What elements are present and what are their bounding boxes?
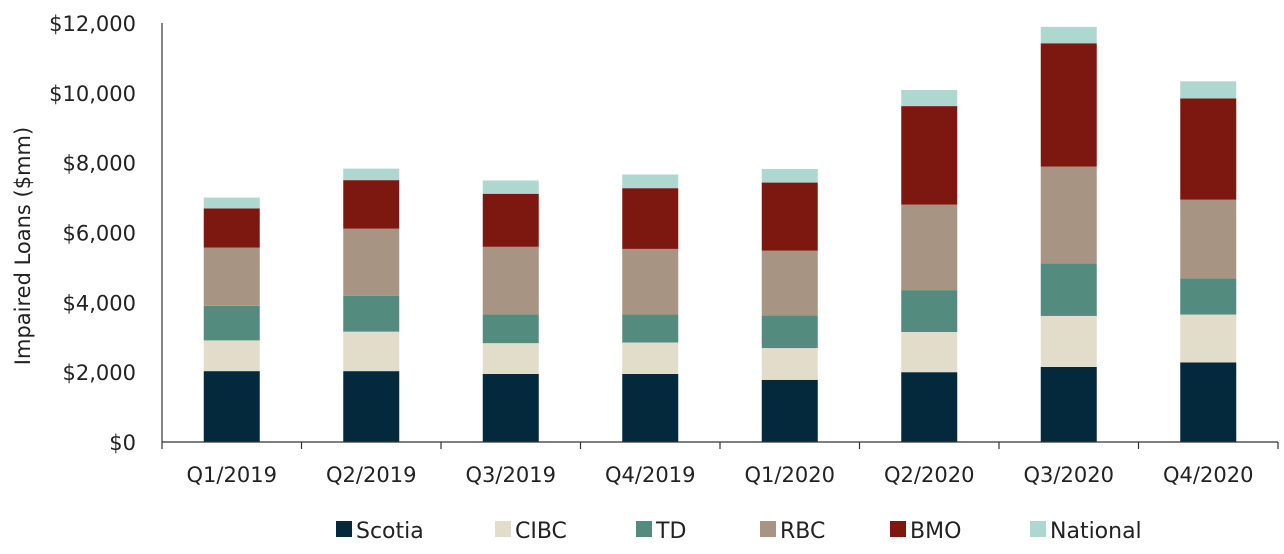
x-tick-label: Q2/2020 [884,463,974,487]
legend-swatch-bmo [890,521,906,537]
bar-scotia-q1-2019 [203,371,260,442]
x-tick-label: Q1/2020 [745,463,835,487]
bar-cibc-q2-2020 [901,332,958,373]
x-tick-label: Q3/2020 [1024,463,1114,487]
bar-rbc-q4-2019 [622,248,679,315]
bar-scotia-q2-2019 [343,371,400,442]
bar-cibc-q1-2019 [203,340,260,372]
axes [161,23,1279,449]
bar-national-q2-2020 [901,90,958,107]
bar-scotia-q4-2020 [1180,362,1237,442]
x-tick-labels: Q1/2019 Q2/2019 Q3/2019 Q4/2019 Q1/2020 Q2/20… [187,463,1254,487]
legend-swatch-national [1030,521,1046,537]
bar-td-q1-2019 [203,305,260,341]
bar-td-q2-2019 [343,295,400,332]
bar-national-q1-2020 [761,168,818,183]
bar-scotia-q4-2019 [622,373,679,442]
x-tick-label: Q1/2019 [187,463,277,487]
bar-scotia-q3-2020 [1040,366,1097,442]
bar-rbc-q2-2019 [343,228,400,296]
y-tick-label: $4,000 [63,291,136,315]
bar-national-q3-2019 [482,180,539,194]
legend: Scotia CIBC TD RBC BMO National [336,519,1142,544]
legend-label-td: TD [655,519,686,544]
bar-rbc-q1-2020 [761,250,818,316]
bar-cibc-q3-2020 [1040,315,1097,367]
bar-bmo-q4-2019 [622,188,679,249]
bar-cibc-q4-2020 [1180,314,1237,363]
y-axis-title: Impaired Loans ($mm) [11,127,35,365]
bar-bmo-q4-2020 [1180,98,1237,200]
y-tick-label: $2,000 [63,361,136,385]
bar-rbc-q3-2019 [482,246,539,315]
bar-national-q2-2019 [343,168,400,181]
bar-bmo-q1-2020 [761,182,818,251]
bar-td-q4-2020 [1180,278,1237,315]
legend-label-scotia: Scotia [356,519,424,544]
bar-td-q2-2020 [901,290,958,333]
y-axis-title-group: Impaired Loans ($mm) [11,127,35,365]
legend-label-bmo: BMO [910,519,961,544]
bar-scotia-q2-2020 [901,372,958,442]
y-tick-label: $12,000 [49,12,136,36]
bar-national-q4-2020 [1180,81,1237,99]
bar-bmo-q3-2020 [1040,43,1097,167]
bars [203,26,1237,442]
bar-td-q3-2019 [482,314,539,344]
legend-swatch-scotia [336,521,352,537]
bar-rbc-q2-2020 [901,204,958,291]
x-tick-label: Q2/2019 [326,463,416,487]
legend-swatch-td [636,521,652,537]
bar-rbc-q4-2020 [1180,199,1237,279]
x-tick-label: Q3/2019 [466,463,556,487]
bar-scotia-q1-2020 [761,379,818,442]
y-tick-label: $8,000 [63,152,136,176]
y-tick-labels: $0 $2,000 $4,000 $6,000 $8,000 $10,000 $12,000 [49,12,136,455]
bar-cibc-q3-2019 [482,343,539,374]
bar-national-q4-2019 [622,174,679,189]
y-tick-label: $6,000 [63,222,136,246]
bar-cibc-q1-2020 [761,348,818,380]
bar-td-q4-2019 [622,314,679,343]
bar-bmo-q3-2019 [482,193,539,247]
legend-label-national: National [1050,519,1142,544]
y-tick-label: $10,000 [49,82,136,106]
bar-cibc-q2-2019 [343,331,400,372]
bar-scotia-q3-2019 [482,373,539,442]
bar-rbc-q1-2019 [203,247,260,306]
bar-bmo-q2-2020 [901,106,958,205]
bar-td-q1-2020 [761,315,818,349]
legend-label-rbc: RBC [780,519,825,544]
y-tick-label: $0 [109,431,136,455]
legend-swatch-cibc [495,521,511,537]
bar-national-q1-2019 [203,197,260,209]
legend-swatch-rbc [760,521,776,537]
bar-bmo-q2-2019 [343,180,400,229]
x-tick-label: Q4/2019 [605,463,695,487]
bar-cibc-q4-2019 [622,342,679,374]
bar-national-q3-2020 [1040,26,1097,44]
bar-rbc-q3-2020 [1040,166,1097,264]
bar-bmo-q1-2019 [203,208,260,248]
legend-label-cibc: CIBC [515,519,567,544]
bar-td-q3-2020 [1040,263,1097,316]
x-tick-label: Q4/2020 [1163,463,1253,487]
